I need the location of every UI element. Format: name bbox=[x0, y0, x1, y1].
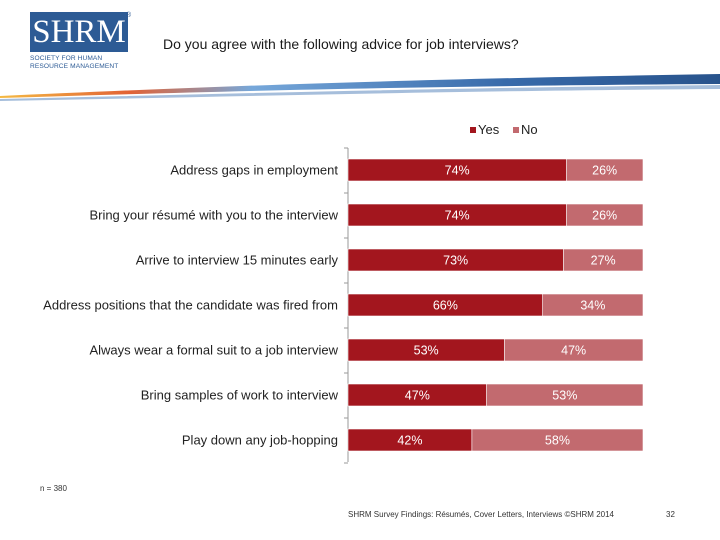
data-label-no: 58% bbox=[545, 434, 570, 448]
logo-mark: SHRM bbox=[32, 14, 126, 50]
bar-no bbox=[471, 428, 644, 452]
data-label-no: 53% bbox=[552, 389, 577, 403]
data-label-no: 47% bbox=[561, 344, 586, 358]
logo-box: SHRM bbox=[30, 12, 128, 52]
sample-size-note: n = 380 bbox=[40, 484, 67, 493]
data-label-yes: 42% bbox=[397, 434, 422, 448]
logo-registered-mark: ® bbox=[126, 12, 132, 19]
bar-no bbox=[565, 203, 644, 227]
page-number: 32 bbox=[666, 510, 675, 519]
bar-no bbox=[542, 293, 644, 317]
data-label-no: 26% bbox=[592, 164, 617, 178]
category-label: Address gaps in employment bbox=[170, 163, 338, 178]
category-label: Bring your résumé with you to the interv… bbox=[89, 208, 338, 223]
logo-subtitle: SOCIETY FOR HUMAN RESOURCE MANAGEMENT bbox=[30, 55, 134, 70]
data-label-yes: 73% bbox=[443, 254, 468, 268]
category-label: Play down any job-hopping bbox=[182, 433, 338, 448]
logo-line-2: RESOURCE MANAGEMENT bbox=[30, 62, 119, 70]
category-label: Always wear a formal suit to a job inter… bbox=[89, 343, 338, 358]
category-labels: Address gaps in employment Bring your rés… bbox=[43, 163, 338, 448]
logo-line-1: SOCIETY FOR HUMAN bbox=[30, 55, 103, 62]
footer-source: SHRM Survey Findings: Résumés, Cover Let… bbox=[348, 510, 614, 519]
chart-legend: Yes No bbox=[470, 122, 538, 137]
data-label-yes: 53% bbox=[414, 344, 439, 358]
legend-swatch-yes bbox=[470, 127, 476, 133]
header-swoosh-decoration bbox=[0, 74, 720, 101]
data-label-yes: 47% bbox=[405, 389, 430, 403]
shrm-logo: SHRM ® SOCIETY FOR HUMAN RESOURCE MANAGE… bbox=[30, 12, 134, 76]
chart-axis bbox=[344, 147, 349, 464]
data-label-no: 26% bbox=[592, 209, 617, 223]
bar-no bbox=[486, 383, 644, 407]
bar-no bbox=[565, 158, 644, 182]
data-label-yes: 74% bbox=[445, 209, 470, 223]
data-label-yes: 74% bbox=[445, 164, 470, 178]
data-label-yes: 66% bbox=[433, 299, 458, 313]
legend-swatch-no bbox=[513, 127, 519, 133]
bar-no bbox=[563, 248, 644, 272]
data-label-no: 34% bbox=[580, 299, 605, 313]
slide-title: Do you agree with the following advice f… bbox=[163, 36, 519, 52]
data-labels: 74% 26% 74% 26% 73% 27% 66% 34% 53% 47% 47% 53% 42% 5… bbox=[397, 164, 617, 448]
data-label-no: 27% bbox=[591, 254, 616, 268]
legend-label-no: No bbox=[521, 122, 538, 137]
legend-label-yes: Yes bbox=[478, 122, 500, 137]
category-label: Bring samples of work to interview bbox=[141, 388, 339, 403]
category-label: Address positions that the candidate was… bbox=[43, 298, 338, 313]
bar-no bbox=[504, 338, 644, 362]
chart-bars bbox=[347, 158, 644, 452]
stacked-bar-chart: Yes No Address gaps in employment Bring yo… bbox=[43, 122, 644, 464]
category-label: Arrive to interview 15 minutes early bbox=[136, 253, 339, 268]
